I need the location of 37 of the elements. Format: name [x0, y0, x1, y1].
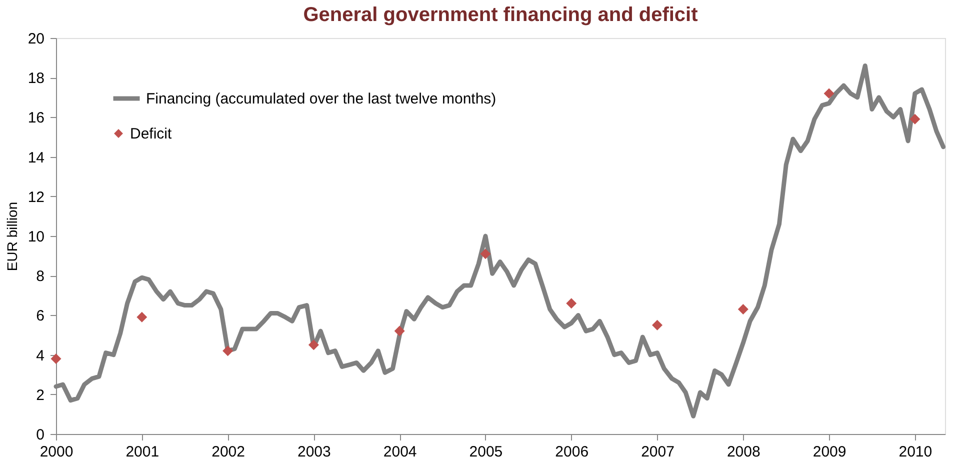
x-tick-label: 2002	[212, 444, 245, 460]
y-tick-label: 4	[36, 347, 44, 364]
legend-label: Financing (accumulated over the last twelve months)	[146, 90, 496, 108]
x-tick-label: 2003	[297, 444, 331, 460]
legend-label: Deficit	[130, 126, 173, 142]
point	[308, 340, 319, 350]
x-tick-label: 2009	[812, 444, 846, 460]
x-tick-label: 2008	[726, 444, 760, 460]
x-tick-label: 2000	[40, 444, 74, 460]
x-tick-label: 2004	[383, 444, 417, 460]
y-tick-label: 12	[28, 188, 44, 206]
y-tick-label: 8	[36, 268, 44, 286]
point	[566, 298, 577, 309]
point	[738, 304, 748, 315]
x-tick-label: 2001	[126, 444, 160, 460]
y-tick-label: 2	[36, 386, 44, 404]
point	[652, 320, 662, 330]
x-tick-label: 2005	[469, 444, 503, 460]
point	[824, 88, 834, 99]
x-tick-label: 2010	[898, 444, 932, 460]
x-tick-label: 2006	[555, 444, 589, 460]
point	[136, 312, 148, 322]
y-tick-label: 14	[28, 149, 44, 166]
point	[50, 354, 62, 364]
y-axis-title: EUR billion	[4, 202, 20, 272]
x-tick-label: 2007	[641, 444, 674, 460]
chart-title: General government financing and deficit	[303, 4, 698, 26]
y-tick-label: 16	[28, 110, 44, 127]
point	[480, 248, 491, 260]
y-tick-label: 6	[36, 308, 44, 325]
y-tick-label: 0	[36, 426, 44, 444]
y-tick-label: 10	[28, 228, 44, 246]
point	[910, 114, 920, 124]
point	[394, 326, 405, 336]
y-tick-label: 20	[28, 30, 44, 48]
y-tick-label: 18	[28, 70, 44, 88]
point	[222, 346, 234, 356]
